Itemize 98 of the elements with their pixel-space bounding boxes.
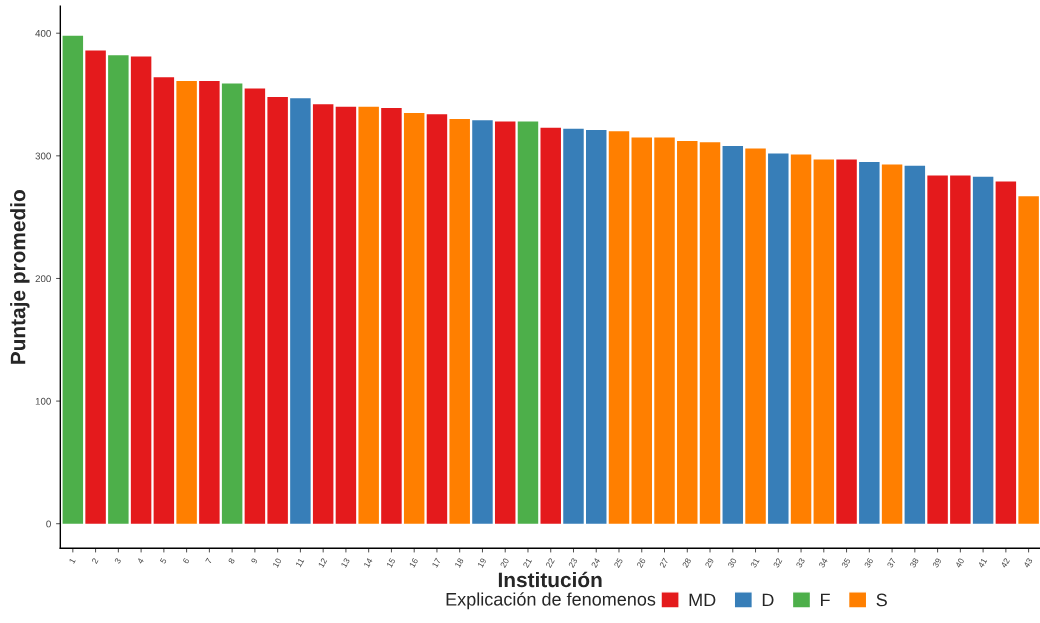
x-tick-label: 10 bbox=[272, 557, 282, 568]
x-tick-label: 18 bbox=[454, 557, 464, 568]
legend-label: D bbox=[762, 593, 774, 607]
y-tick-label: 200 bbox=[35, 275, 51, 283]
bar bbox=[540, 127, 561, 524]
x-tick-label: 7 bbox=[205, 557, 213, 564]
bar bbox=[403, 112, 425, 524]
bar bbox=[586, 130, 607, 524]
x-tick-label: 34 bbox=[818, 557, 828, 569]
bar bbox=[290, 98, 311, 524]
x-tick-label: 9 bbox=[250, 557, 258, 564]
y-tick-label: 300 bbox=[35, 152, 51, 160]
x-tick-label: 14 bbox=[363, 557, 373, 568]
legend-label: MD bbox=[689, 593, 716, 607]
bar bbox=[130, 56, 152, 524]
bar bbox=[631, 137, 652, 524]
x-tick-label: 17 bbox=[431, 557, 441, 568]
bar bbox=[199, 81, 220, 524]
bar bbox=[108, 55, 129, 524]
bar bbox=[176, 81, 197, 524]
x-axis-title: Institución bbox=[498, 571, 602, 588]
y-tick-label: 100 bbox=[35, 397, 51, 405]
x-tick-label: 28 bbox=[681, 557, 692, 568]
legend-label: S bbox=[876, 593, 887, 607]
bar bbox=[904, 165, 926, 524]
x-tick-label: 39 bbox=[932, 557, 942, 569]
bar bbox=[859, 161, 880, 524]
x-tick-label: 19 bbox=[477, 557, 487, 568]
x-tick-label: 30 bbox=[727, 557, 737, 569]
x-tick-label: 38 bbox=[909, 557, 919, 569]
x-tick-label: 13 bbox=[340, 557, 350, 568]
bar bbox=[267, 96, 288, 524]
x-tick-label: 43 bbox=[1023, 557, 1033, 569]
bar bbox=[972, 176, 994, 524]
x-tick-label: 40 bbox=[954, 557, 965, 569]
x-tick-label: 24 bbox=[590, 557, 601, 568]
x-tick-label: 33 bbox=[795, 557, 806, 569]
x-tick-label: 21 bbox=[522, 557, 532, 568]
bar bbox=[950, 175, 971, 524]
bar bbox=[472, 120, 493, 524]
bar bbox=[699, 142, 721, 524]
bar bbox=[517, 121, 539, 524]
bar bbox=[745, 148, 766, 524]
x-tick-label: 23 bbox=[568, 557, 578, 568]
bar bbox=[85, 50, 106, 524]
x-tick-label: 32 bbox=[772, 557, 783, 569]
x-tick-label: 4 bbox=[136, 557, 145, 565]
x-tick-label: 41 bbox=[977, 557, 988, 569]
bar bbox=[1018, 196, 1039, 524]
x-tick-label: 29 bbox=[704, 557, 715, 568]
bar bbox=[426, 114, 448, 524]
bar bbox=[813, 159, 835, 524]
x-tick-label: 35 bbox=[841, 557, 851, 569]
x-tick-label: 20 bbox=[499, 557, 510, 568]
bar bbox=[449, 119, 470, 524]
x-tick-label: 8 bbox=[227, 557, 236, 565]
x-tick-label: 6 bbox=[182, 557, 190, 564]
x-tick-label: 36 bbox=[863, 557, 874, 569]
y-tick-label: 0 bbox=[46, 520, 51, 528]
x-tick-label: 22 bbox=[545, 557, 555, 568]
bar bbox=[677, 141, 698, 524]
bar bbox=[153, 77, 175, 524]
y-tick-label: 400 bbox=[35, 29, 51, 37]
x-tick-label: 26 bbox=[636, 557, 646, 568]
x-tick-label: 11 bbox=[295, 557, 305, 568]
x-tick-label: 5 bbox=[159, 557, 167, 565]
bar bbox=[881, 164, 903, 524]
x-tick-label: 27 bbox=[659, 557, 669, 568]
x-tick-label: 16 bbox=[409, 557, 419, 568]
legend-title: Explicación de fenomenos bbox=[446, 592, 656, 610]
bar bbox=[608, 131, 630, 524]
x-tick-label: 3 bbox=[114, 557, 122, 565]
bar bbox=[381, 108, 402, 524]
x-tick-label: 31 bbox=[750, 557, 760, 569]
bar bbox=[563, 128, 584, 524]
bar bbox=[654, 137, 675, 524]
x-tick-label: 2 bbox=[91, 557, 99, 564]
bar bbox=[62, 35, 84, 524]
bar bbox=[335, 106, 357, 524]
y-axis-title: Puntaje promedio bbox=[10, 190, 30, 364]
legend-label: F bbox=[821, 593, 830, 607]
bar bbox=[244, 88, 266, 524]
bar bbox=[358, 106, 379, 524]
x-tick-label: 1 bbox=[68, 557, 76, 564]
bar bbox=[927, 175, 948, 524]
x-tick-label: 15 bbox=[386, 557, 396, 568]
bar bbox=[494, 121, 516, 524]
x-tick-label: 42 bbox=[1000, 557, 1010, 569]
x-tick-label: 37 bbox=[886, 557, 897, 569]
bar bbox=[312, 104, 334, 524]
bar bbox=[768, 153, 789, 524]
x-tick-label: 12 bbox=[317, 557, 328, 568]
bar bbox=[722, 146, 744, 524]
x-tick-label: 25 bbox=[613, 557, 624, 568]
bar bbox=[790, 154, 812, 524]
bar bbox=[995, 181, 1017, 524]
bar bbox=[221, 83, 243, 524]
bar bbox=[836, 159, 857, 524]
